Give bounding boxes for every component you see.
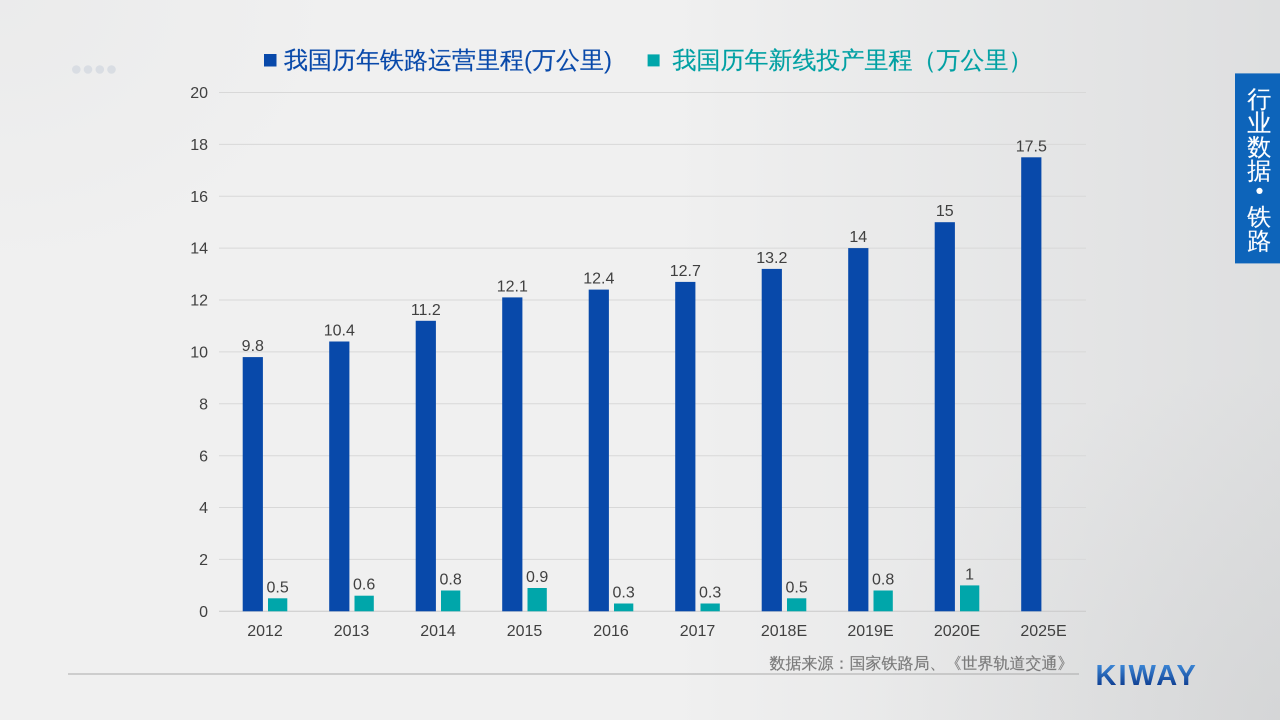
svg-text:2014: 2014 <box>420 623 456 640</box>
svg-text:12.4: 12.4 <box>583 271 614 288</box>
svg-text:0.3: 0.3 <box>612 585 634 602</box>
svg-text:2: 2 <box>199 552 208 569</box>
svg-text:0: 0 <box>199 604 208 621</box>
svg-text:0.8: 0.8 <box>872 572 894 589</box>
svg-text:2020E: 2020E <box>934 623 980 640</box>
svg-text:0.5: 0.5 <box>266 579 288 596</box>
svg-text:6: 6 <box>199 448 208 465</box>
svg-text:20: 20 <box>190 85 208 102</box>
svg-text:4: 4 <box>199 500 208 517</box>
svg-text:KIWAY: KIWAY <box>1096 660 1198 692</box>
svg-text:16: 16 <box>190 189 208 206</box>
svg-text:2025E: 2025E <box>1020 623 1066 640</box>
svg-text:10.4: 10.4 <box>324 323 355 340</box>
svg-text:11.2: 11.2 <box>411 302 441 319</box>
svg-text:0.6: 0.6 <box>353 577 375 594</box>
svg-text:2017: 2017 <box>680 623 716 640</box>
svg-text:0.5: 0.5 <box>785 579 807 596</box>
svg-text:13.2: 13.2 <box>756 250 787 267</box>
svg-text:12: 12 <box>190 293 208 310</box>
svg-text:12.7: 12.7 <box>670 263 701 280</box>
svg-text:2015: 2015 <box>507 623 543 640</box>
svg-text:2013: 2013 <box>334 623 370 640</box>
svg-text:9.8: 9.8 <box>242 338 264 355</box>
svg-text:2018E: 2018E <box>761 623 807 640</box>
svg-text:1: 1 <box>965 566 974 583</box>
svg-text:2012: 2012 <box>247 623 283 640</box>
svg-text:2019E: 2019E <box>847 623 893 640</box>
svg-text:14: 14 <box>190 241 208 258</box>
svg-text:18: 18 <box>190 137 208 154</box>
svg-text:0.9: 0.9 <box>526 569 548 586</box>
svg-text:17.5: 17.5 <box>1016 138 1047 155</box>
svg-text:(: ( <box>524 47 532 74</box>
svg-text:10: 10 <box>190 345 208 362</box>
svg-text:8: 8 <box>199 396 208 413</box>
svg-text:0.8: 0.8 <box>439 572 461 589</box>
svg-text:12.1: 12.1 <box>497 278 528 295</box>
svg-text:): ) <box>604 47 612 74</box>
svg-text:15: 15 <box>936 203 954 220</box>
svg-text:0.3: 0.3 <box>699 585 721 602</box>
svg-text:2016: 2016 <box>593 623 629 640</box>
svg-text:14: 14 <box>849 229 867 246</box>
